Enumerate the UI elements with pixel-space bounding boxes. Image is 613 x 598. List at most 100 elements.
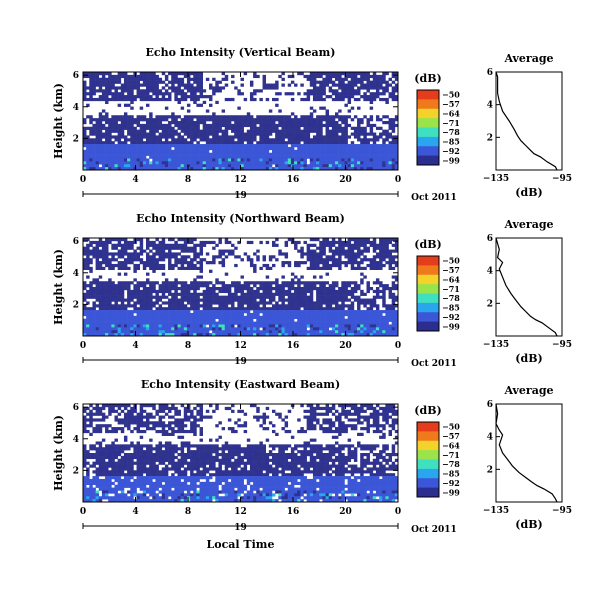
- heatmap-cell: [92, 146, 96, 151]
- heatmap-cell: [196, 164, 200, 168]
- heatmap-cell: [86, 255, 90, 259]
- heatmap-cell: [309, 404, 314, 408]
- heatmap-cell: [284, 129, 289, 133]
- heatmap-cell: [294, 330, 298, 334]
- heatmap-cell: [105, 146, 109, 151]
- heatmap-cell: [234, 129, 238, 133]
- heatmap-cell: [363, 132, 367, 136]
- heatmap-cell: [155, 246, 159, 250]
- heatmap-cell: [281, 307, 285, 311]
- heatmap-cell: [347, 155, 352, 159]
- heatmap-cell: [108, 161, 112, 165]
- heatmap-cell: [246, 146, 251, 151]
- heatmap-cell: [306, 141, 311, 145]
- heatmap-cell: [325, 80, 329, 84]
- heatmap-cell: [136, 115, 140, 119]
- heatmap-cell: [335, 321, 339, 325]
- heatmap-cell: [98, 141, 103, 145]
- heatmap-cell: [281, 115, 285, 119]
- heatmap-cell: [363, 95, 367, 99]
- heatmap-cell: [152, 263, 156, 268]
- heatmap-cell: [231, 295, 235, 299]
- heatmap-cell: [130, 118, 134, 122]
- heatmap-cell: [335, 126, 339, 130]
- heatmap-cell: [350, 281, 355, 285]
- heatmap-cell: [306, 255, 311, 259]
- heatmap-cell: [83, 72, 87, 76]
- heatmap-cell: [363, 97, 367, 102]
- heatmap-cell: [158, 289, 163, 294]
- heatmap-cell: [221, 144, 226, 148]
- heatmap-cell: [196, 287, 200, 291]
- heatmap-cell: [341, 298, 345, 302]
- heatmap-cell: [369, 167, 374, 171]
- heatmap-cell: [379, 161, 383, 165]
- heatmap-cell: [164, 321, 169, 325]
- heatmap-cell: [312, 118, 317, 122]
- heatmap-cell: [249, 135, 254, 139]
- heatmap-cell: [391, 266, 396, 270]
- heatmap-cell: [98, 289, 103, 294]
- heatmap-cell: [306, 304, 311, 308]
- heatmap-cell: [221, 161, 226, 165]
- heatmap-cell: [303, 149, 307, 153]
- heatmap-cell: [168, 292, 172, 296]
- heatmap-cell: [249, 161, 254, 165]
- heatmap-cell: [155, 83, 159, 87]
- heatmap-cell: [152, 141, 156, 145]
- heatmap-cell: [347, 144, 352, 148]
- heatmap-cell: [164, 318, 169, 322]
- heatmap-cell: [237, 327, 241, 331]
- heatmap-cell: [262, 77, 266, 81]
- heatmap-cell: [306, 295, 311, 299]
- heatmap-cell: [139, 295, 144, 299]
- heatmap-cell: [212, 292, 216, 296]
- heatmap-cell: [155, 89, 159, 93]
- heatmap-cell: [171, 138, 175, 142]
- y-axis-label: Height (km): [52, 249, 65, 325]
- heatmap-cell: [363, 255, 367, 259]
- heatmap-cell: [133, 158, 137, 162]
- heatmap-cell: [309, 118, 314, 122]
- heatmap-cell: [199, 132, 203, 136]
- heatmap-cell: [249, 132, 254, 136]
- heatmap-cell: [281, 310, 285, 314]
- heatmap-cell: [290, 281, 295, 285]
- heatmap-cell: [388, 404, 392, 408]
- heatmap-cell: [139, 167, 144, 171]
- heatmap-cell: [372, 324, 377, 328]
- heatmap-cell: [341, 281, 345, 285]
- heatmap-cell: [158, 164, 163, 168]
- heatmap-cell: [218, 307, 222, 311]
- heatmap-cell: [108, 327, 112, 331]
- heatmap-cell: [190, 129, 194, 133]
- heatmap-cell: [347, 86, 352, 90]
- heatmap-cell: [231, 167, 235, 171]
- heatmap-cell: [171, 324, 175, 328]
- heatmap-cell: [142, 95, 147, 99]
- heatmap-cell: [243, 318, 248, 322]
- heatmap-cell: [297, 284, 301, 288]
- heatmap-cell: [95, 158, 100, 162]
- heatmap-cell: [328, 295, 333, 299]
- heatmap-cell: [98, 261, 103, 265]
- heatmap-cell: [202, 118, 207, 122]
- heatmap-cell: [114, 404, 118, 408]
- heatmap-cell: [353, 74, 358, 79]
- heatmap-cell: [120, 238, 125, 242]
- heatmap-cell: [265, 284, 270, 288]
- heatmap-cell: [196, 315, 200, 319]
- heatmap-cell: [127, 115, 131, 119]
- heatmap-cell: [300, 249, 304, 253]
- heatmap-cell: [331, 327, 336, 331]
- heatmap-cell: [130, 121, 134, 125]
- heatmap-cell: [303, 97, 307, 102]
- heatmap-cell: [146, 404, 150, 408]
- heatmap-cell: [379, 246, 383, 250]
- heatmap-cell: [328, 121, 333, 125]
- heatmap-cell: [325, 298, 329, 302]
- heatmap-cell: [256, 155, 260, 159]
- heatmap-cell: [278, 118, 282, 122]
- heatmap-cell: [164, 404, 169, 408]
- heatmap-cell: [168, 141, 172, 145]
